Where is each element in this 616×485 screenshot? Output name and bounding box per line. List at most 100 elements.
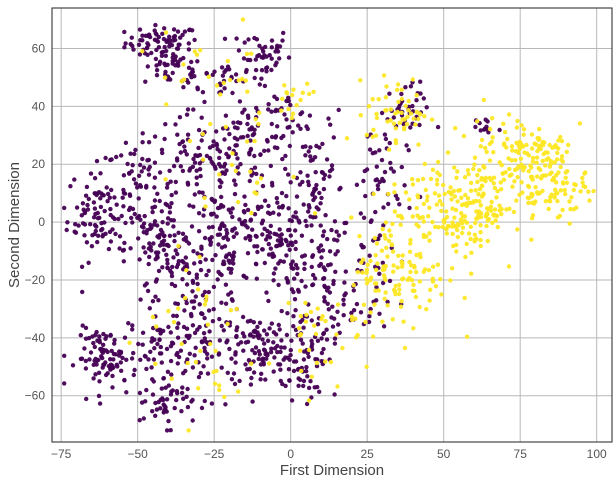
point-purple [214,214,219,219]
point-purple [269,38,275,43]
point-yellow [402,117,407,122]
point-purple [293,262,299,268]
point-purple [261,49,266,54]
point-purple [241,274,247,279]
point-purple [272,355,277,360]
point-purple [248,146,254,152]
point-purple [402,183,407,188]
point-yellow [185,360,190,366]
point-purple [116,216,121,222]
point-purple [173,248,178,253]
point-yellow [213,348,218,354]
y-tick-label: −40 [25,331,46,345]
point-purple [264,65,270,70]
point-purple [406,148,411,153]
point-purple [306,203,311,208]
point-purple [129,215,134,221]
point-yellow [399,264,405,269]
point-yellow [217,172,222,177]
point-yellow [487,126,493,132]
point-yellow [402,125,407,130]
point-yellow [391,121,397,126]
point-purple [227,346,232,352]
point-purple [92,344,98,350]
point-yellow [537,136,542,141]
point-purple [377,148,382,153]
point-purple [242,334,247,339]
point-purple [161,376,166,381]
point-purple [129,169,134,174]
point-purple [253,67,259,73]
point-yellow [479,175,484,181]
point-yellow [574,205,579,210]
point-yellow [426,268,432,273]
point-yellow [448,185,453,190]
point-yellow [478,237,483,243]
point-purple [314,205,319,210]
point-purple [242,194,247,199]
point-purple [299,233,305,238]
y-axis-label: Second Dimension [6,162,23,288]
point-yellow [477,168,482,173]
point-yellow [507,173,512,178]
point-yellow [364,132,369,138]
point-purple [149,225,154,230]
point-purple [175,350,180,356]
point-purple [373,209,378,215]
point-purple [153,413,158,418]
point-yellow [391,269,396,274]
point-purple [171,27,177,32]
point-yellow [402,345,408,351]
point-purple [200,190,205,195]
point-yellow [381,73,387,78]
point-yellow [509,144,515,149]
point-purple [231,261,236,266]
point-purple [321,346,326,352]
point-purple [321,229,327,234]
point-yellow [404,122,410,127]
point-purple [82,346,87,351]
point-yellow [430,219,435,225]
point-purple [140,140,145,145]
point-purple [142,213,147,219]
point-purple [99,221,104,226]
point-yellow [323,359,328,364]
point-purple [211,284,217,290]
point-purple [333,252,338,257]
point-purple [79,213,85,218]
point-purple [250,348,255,353]
point-yellow [566,142,571,148]
point-yellow [526,196,532,201]
point-purple [298,170,303,175]
y-tick-label: 40 [32,99,46,113]
point-yellow [564,149,569,155]
point-yellow [543,163,548,168]
point-purple [140,131,145,136]
point-yellow [518,156,524,161]
point-purple [336,322,341,327]
point-yellow [526,153,532,158]
point-yellow [233,168,238,174]
point-purple [123,140,129,145]
point-purple [195,281,200,287]
point-purple [255,54,260,59]
point-purple [88,171,94,176]
point-yellow [586,189,591,194]
point-yellow [417,304,422,310]
point-purple [185,107,191,112]
point-purple [238,162,243,167]
point-purple [155,341,160,347]
point-purple [271,330,277,335]
point-purple [151,241,156,246]
point-yellow [521,127,527,132]
point-purple [142,283,148,288]
point-purple [162,44,167,50]
point-purple [155,327,160,333]
point-yellow [416,142,421,147]
point-purple [269,346,274,351]
point-purple [298,337,304,342]
point-purple [104,185,109,190]
y-tick-label: −60 [25,389,46,403]
point-purple [160,31,165,36]
point-purple [152,198,158,203]
